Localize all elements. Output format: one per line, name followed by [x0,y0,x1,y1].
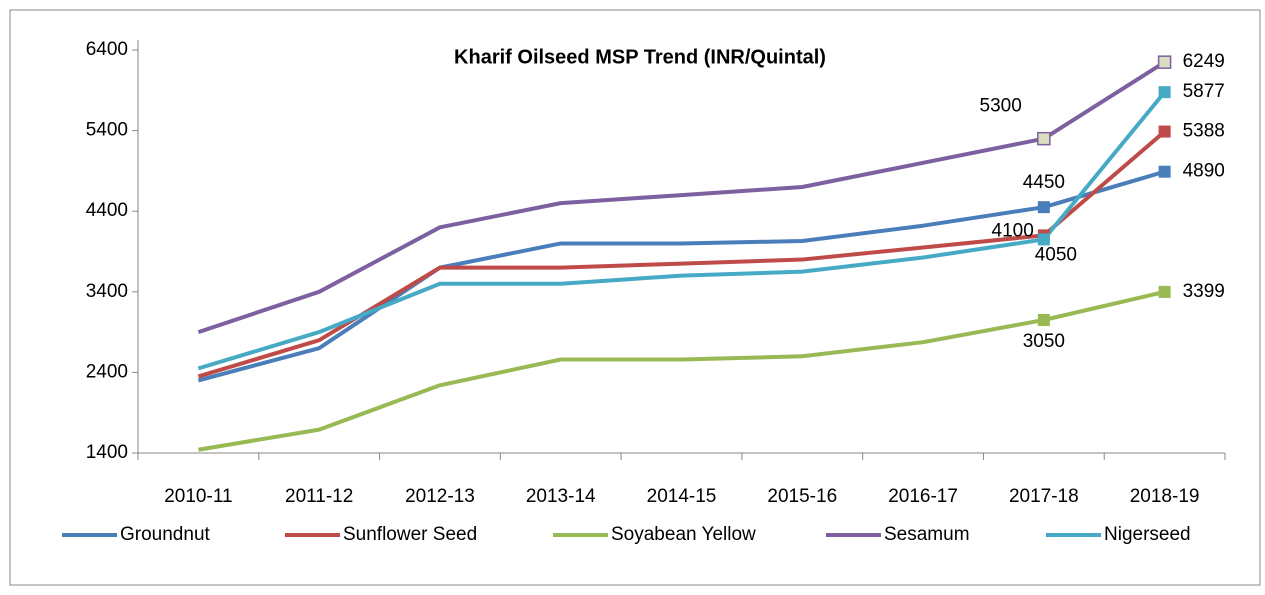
chart-border [9,9,1261,586]
x-tick-label: 2016-17 [888,486,958,507]
legend-label: Nigerseed [1104,524,1191,545]
point-marker [1037,233,1050,246]
y-tick-label: 5400 [86,120,128,141]
point-marker [1037,131,1051,146]
x-tick-label: 2014-15 [647,486,717,507]
point-marker [1037,314,1050,327]
x-tick-label: 2010-11 [164,486,232,507]
point-marker [1158,125,1171,138]
data-label: 5877 [1183,81,1225,102]
x-tick-label: 2017-18 [1009,486,1079,507]
x-tick-label: 2013-14 [526,486,596,507]
series-line [197,130,1166,379]
legend-label: Sunflower Seed [343,524,477,545]
data-label: 3399 [1183,281,1225,302]
point-marker [1158,285,1171,298]
x-tick-label: 2012-13 [405,486,475,507]
data-label: 5300 [980,96,1022,117]
series-line [198,289,1166,452]
x-tick-label: 2011-12 [285,486,353,507]
y-tick-label: 4400 [86,200,128,221]
chart-title: Kharif Oilseed MSP Trend (INR/Quintal) [454,46,826,68]
data-label: 3050 [1023,331,1065,352]
x-tick-label: 2018-19 [1130,486,1200,507]
x-tick-label: 2015-16 [767,486,837,507]
point-marker [1157,55,1172,69]
legend-label: Soyabean Yellow [611,524,756,545]
data-label: 4890 [1183,161,1225,182]
data-label: 4450 [1023,172,1065,193]
data-label: 5388 [1183,121,1225,142]
y-tick-label: 2400 [86,361,128,382]
series-line [197,90,1167,371]
point-marker [1037,201,1050,214]
data-label: 4100 [992,220,1034,241]
point-marker [1158,86,1171,99]
legend-label: Sesamum [884,524,970,545]
series-line [197,169,1166,383]
data-label: 6249 [1183,51,1225,72]
y-tick-label: 6400 [86,39,128,60]
legend-label: Groundnut [120,524,211,545]
y-tick-label: 1400 [86,442,128,463]
series-line [197,60,1166,334]
y-tick-label: 3400 [86,281,128,302]
data-label: 4050 [1035,244,1077,265]
point-marker [1158,165,1171,178]
